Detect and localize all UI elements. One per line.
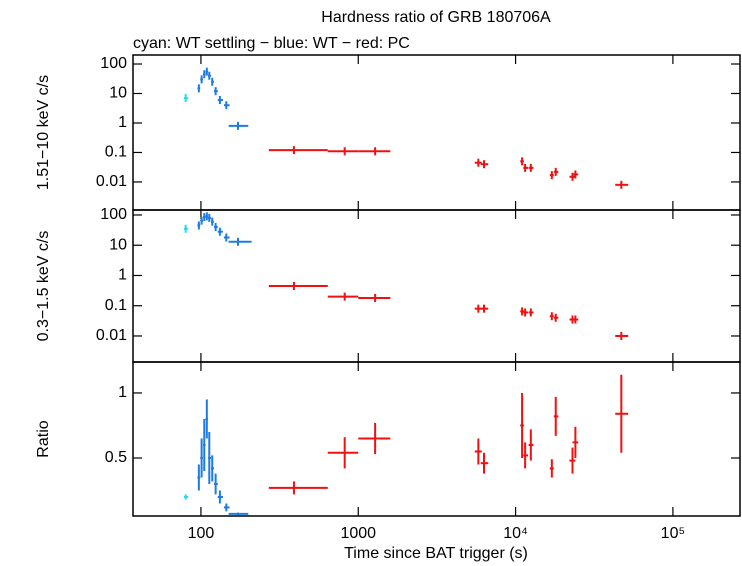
y-tick-label: 0.5 bbox=[105, 449, 127, 466]
chart-title: Hardness ratio of GRB 180706A bbox=[321, 9, 551, 26]
x-tick-label: 1000 bbox=[340, 525, 376, 542]
panel-frame bbox=[132, 361, 741, 517]
y-tick-label: 100 bbox=[100, 206, 127, 223]
y-axis-label: 1.51−10 keV c/s bbox=[35, 75, 52, 190]
y-tick-label: 1 bbox=[118, 384, 127, 401]
y-tick-label: 0.01 bbox=[96, 327, 127, 344]
y-tick-label: 10 bbox=[109, 236, 127, 253]
y-tick-label: 100 bbox=[100, 55, 127, 72]
x-tick-label: 100 bbox=[188, 525, 215, 542]
y-tick-label: 0.1 bbox=[105, 144, 127, 161]
panel-frame bbox=[132, 54, 741, 211]
y-axis-label: Ratio bbox=[35, 420, 52, 457]
x-axis-label: Time since BAT trigger (s) bbox=[344, 545, 528, 562]
y-tick-label: 1 bbox=[118, 267, 127, 284]
y-tick-label: 10 bbox=[109, 85, 127, 102]
y-tick-label: 0.01 bbox=[96, 173, 127, 190]
x-tick-label: 10⁴ bbox=[503, 525, 528, 542]
x-tick-label: 10⁵ bbox=[661, 525, 685, 542]
panel-frame bbox=[132, 209, 741, 363]
y-tick-label: 1 bbox=[118, 114, 127, 131]
y-axis-label: 0.3−1.5 keV c/s bbox=[35, 231, 52, 342]
y-tick-label: 0.1 bbox=[105, 297, 127, 314]
chart-subtitle: cyan: WT settling − blue: WT − red: PC bbox=[133, 35, 410, 52]
